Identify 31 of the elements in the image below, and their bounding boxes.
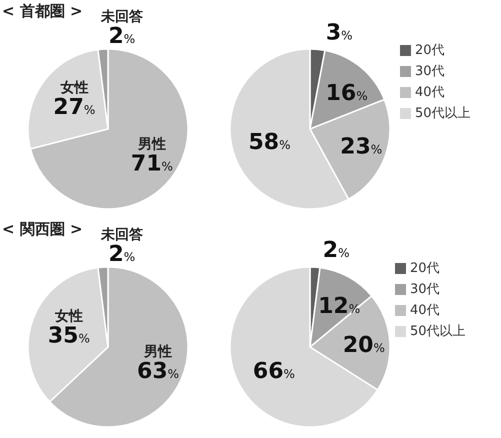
data-label: 35%	[48, 324, 90, 349]
data-label: 27%	[53, 95, 96, 120]
chart-title: < 首都圏 >	[2, 2, 83, 21]
slice-label: 女性	[54, 308, 83, 325]
data-label: 71%	[130, 151, 173, 176]
legend-label: 40代	[415, 85, 445, 100]
data-label: 3%	[326, 20, 353, 46]
data-label: 2%	[322, 238, 350, 264]
slice-label: 未回答	[100, 227, 143, 244]
slice-label: 男性	[136, 136, 166, 152]
data-label: 16%	[326, 81, 368, 106]
data-label: 2%	[108, 242, 136, 268]
slice-label: 女性	[59, 80, 88, 96]
legend-label: 50代以上	[410, 324, 466, 339]
data-label: 2%	[108, 24, 136, 50]
legend-label: 40代	[410, 303, 440, 318]
data-label: 66%	[252, 359, 295, 384]
legend-label: 50代以上	[415, 106, 471, 121]
data-label: 58%	[248, 130, 291, 155]
data-label: 12%	[318, 294, 360, 319]
slice-label: 男性	[143, 344, 172, 360]
pie-slice	[30, 48, 189, 210]
data-label: 23%	[340, 134, 382, 160]
legend-label: 30代	[410, 282, 440, 297]
legend-label: 20代	[410, 261, 440, 276]
data-label: 20%	[342, 332, 385, 358]
chart-title: < 関西圏 >	[2, 220, 83, 239]
legend-label: 20代	[415, 43, 445, 58]
legend-label: 30代	[415, 64, 445, 79]
slice-label: 未回答	[100, 9, 143, 26]
data-label: 63%	[137, 359, 180, 384]
